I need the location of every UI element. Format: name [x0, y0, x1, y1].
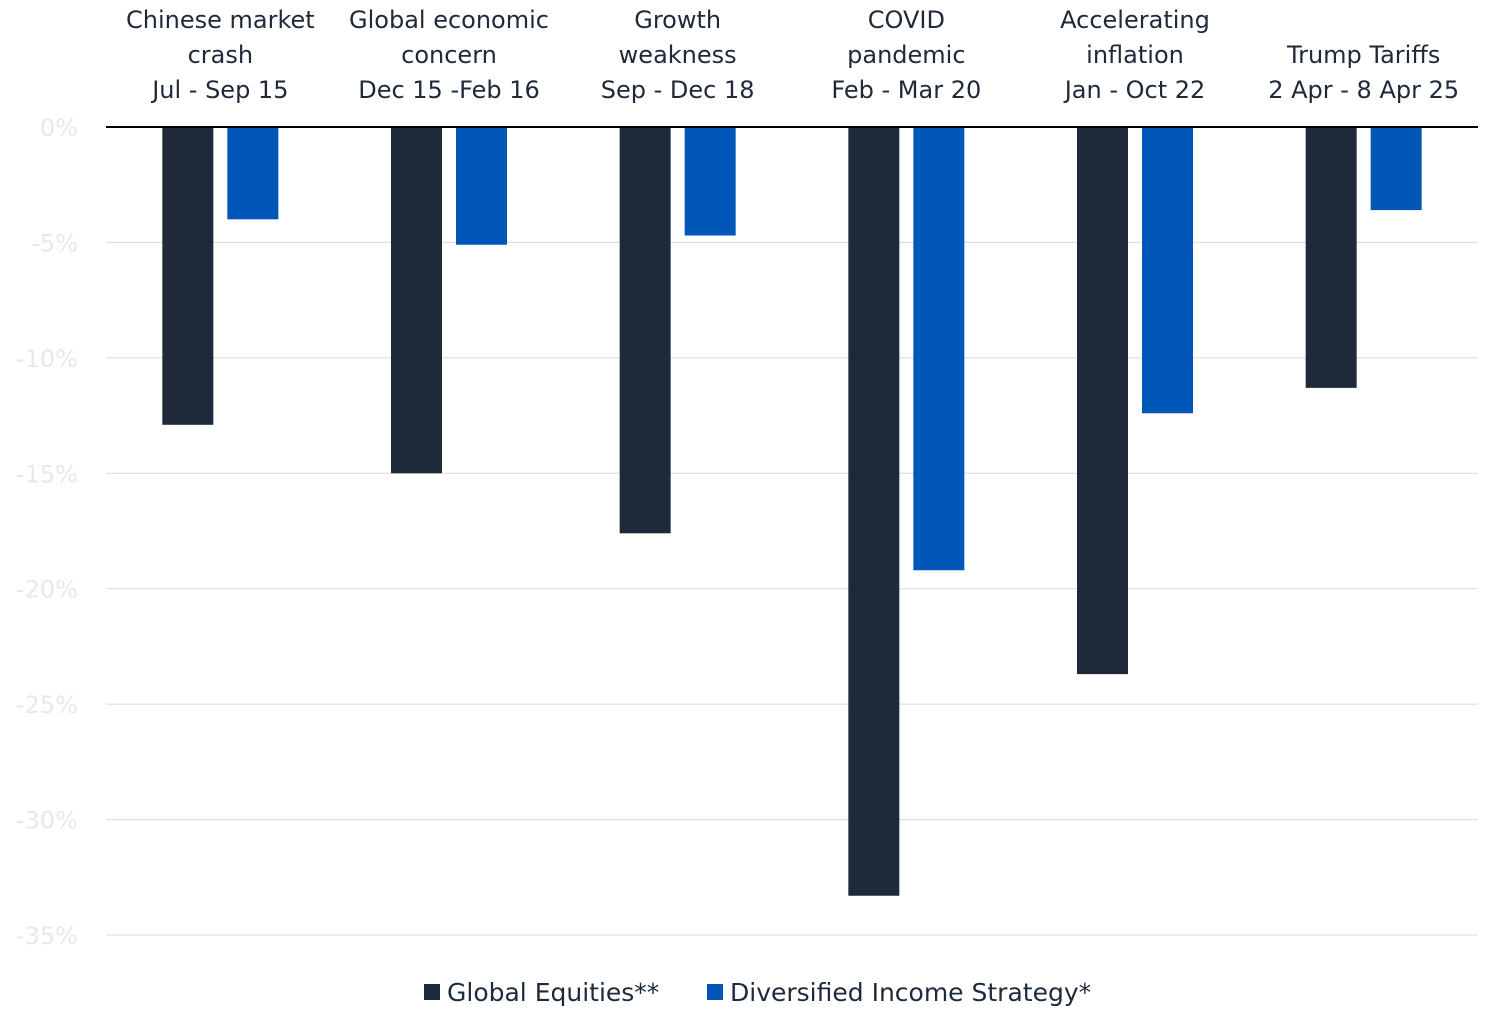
legend: Global Equities** Diversified Income Stra… [424, 978, 1091, 1007]
bar-diversified-income [684, 127, 736, 236]
category-label: COVID [868, 6, 945, 34]
category-label: pandemic [847, 41, 965, 69]
y-tick-label: -5% [31, 229, 78, 257]
bar-diversified-income [1142, 127, 1193, 414]
y-tick-label: -35% [16, 922, 78, 950]
bar-global-equities [848, 127, 900, 896]
bar-diversified-income [227, 127, 279, 220]
category-label: Sep - Dec 18 [601, 76, 755, 104]
category-label: Accelerating [1060, 6, 1210, 34]
y-axis-ticks: 0% -5% -10% -15% -20% -25% -30% -35% [16, 114, 78, 950]
category-label: inflation [1086, 41, 1184, 69]
category-label: concern [401, 41, 497, 69]
category-label: Jul - Sep 15 [150, 76, 288, 104]
y-tick-label: -10% [16, 345, 78, 373]
category-labels: Chinese market crash Jul - Sep 15 Global ec… [126, 6, 1459, 104]
category-label: Dec 15 -Feb 16 [358, 76, 540, 104]
category-label: crash [188, 41, 253, 69]
y-tick-label: -25% [16, 691, 78, 719]
bar-global-equities [391, 127, 442, 474]
y-tick-label: -30% [16, 807, 78, 835]
bar-global-equities [1077, 127, 1128, 675]
bar-global-equities [619, 127, 671, 534]
y-tick-label: 0% [40, 114, 78, 142]
y-tick-label: -15% [16, 460, 78, 488]
legend-label: Diversified Income Strategy* [730, 978, 1091, 1007]
bars [162, 127, 1422, 896]
bar-diversified-income [456, 127, 507, 245]
legend-swatch [424, 984, 440, 1000]
bar-diversified-income [1370, 127, 1422, 211]
category-label: Chinese market [126, 6, 315, 34]
legend-swatch [707, 984, 723, 1000]
legend-label: Global Equities** [447, 978, 659, 1007]
bar-global-equities [162, 127, 214, 425]
category-label: Growth [634, 6, 721, 34]
category-label: Trump Tariffs [1286, 41, 1440, 69]
bar-global-equities [1305, 127, 1357, 388]
gridlines [106, 241, 1478, 936]
category-label: Jan - Oct 22 [1063, 76, 1206, 104]
category-label: 2 Apr - 8 Apr 25 [1268, 76, 1459, 104]
category-label: Global economic [349, 6, 549, 34]
category-label: Feb - Mar 20 [831, 76, 981, 104]
category-label: weakness [619, 41, 737, 69]
bar-diversified-income [913, 127, 965, 571]
y-tick-label: -20% [16, 576, 78, 604]
